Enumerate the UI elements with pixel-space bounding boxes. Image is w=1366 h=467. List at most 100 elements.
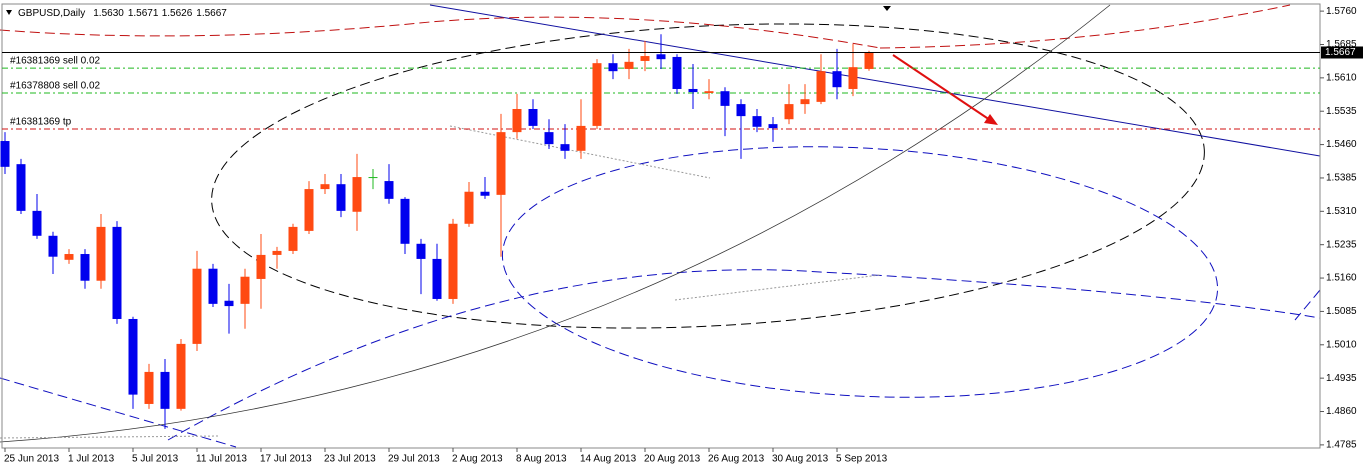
plot-frame [1, 3, 1321, 449]
candle-body [368, 177, 378, 179]
candle-body [384, 181, 394, 199]
candle-body [16, 164, 26, 211]
candle-body [64, 254, 74, 260]
x-tick-label: 2 Aug 2013 [452, 454, 503, 465]
candle-body [528, 108, 538, 126]
candle-body [336, 184, 346, 211]
candle-body [160, 371, 170, 409]
x-tick-label: 1 Jul 2013 [68, 454, 115, 465]
dotted-line [0, 435, 221, 439]
y-tick-label: 1.4860 [1326, 406, 1357, 417]
candle-body [96, 226, 106, 281]
order-label: #16378808 sell 0.02 [10, 81, 101, 92]
y-tick-label: 1.5685 [1326, 39, 1357, 50]
candle-body [352, 177, 362, 212]
line [1294, 289, 1321, 321]
candle-body [688, 88, 698, 93]
candle-body [304, 189, 314, 231]
candle-body [672, 56, 682, 89]
drawn-objects [0, 4, 1321, 448]
header: GBPUSD,Daily 1.5630 1.5671 1.5626 1.5667 [18, 8, 227, 19]
candle-body [592, 63, 602, 126]
candle-body [720, 91, 730, 106]
header-value: 1.5667 [196, 8, 227, 19]
arc [167, 269, 1321, 441]
candle-body [224, 300, 234, 307]
y-tick-label: 1.4785 [1326, 440, 1357, 451]
x-tick-label: 29 Jul 2013 [388, 454, 440, 465]
candle-body [512, 108, 522, 133]
candle-body [480, 191, 490, 196]
candle-body [432, 258, 442, 299]
y-tick-label: 1.5085 [1326, 306, 1357, 317]
current-price-box [1321, 46, 1363, 59]
x-tick-label: 17 Jul 2013 [260, 454, 312, 465]
y-tick-label: 1.5310 [1326, 206, 1357, 217]
order-label: #16381369 tp [10, 117, 72, 128]
dotted-line [674, 274, 881, 301]
candle-body [624, 61, 634, 69]
candle-body [256, 254, 266, 279]
arrow-head [984, 114, 998, 125]
x-tick-label: 26 Aug 2013 [708, 454, 765, 465]
candle-body [240, 276, 250, 304]
y-tick-label: 1.5610 [1326, 72, 1357, 83]
candle-body [464, 191, 474, 224]
candle-body [608, 63, 618, 72]
y-tick-label: 1.5760 [1326, 6, 1357, 17]
y-tick-label: 1.5010 [1326, 339, 1357, 350]
candle-body [832, 71, 842, 88]
x-tick-label: 5 Jul 2013 [132, 454, 179, 465]
candle-body [128, 318, 138, 395]
x-tick-label: 25 Jun 2013 [4, 454, 59, 465]
current-price-label: 1.5667 [1325, 47, 1356, 58]
candle-body [416, 243, 426, 259]
candle-body [48, 235, 58, 257]
header-arrow [6, 10, 12, 15]
candle-body [496, 132, 506, 195]
y-tick-label: 1.4935 [1326, 373, 1357, 384]
y-tick-label: 1.5160 [1326, 273, 1357, 284]
order-label: #16381369 sell 0.02 [10, 56, 101, 67]
ellipse [211, 23, 1205, 329]
candle-body [192, 268, 202, 344]
arrow [892, 54, 991, 121]
shift-marker [883, 6, 891, 11]
dotted-line [449, 125, 711, 179]
symbol: GBPUSD,Daily [18, 8, 85, 19]
candle-body [400, 198, 410, 244]
candle-body [208, 268, 218, 304]
candle-body [752, 116, 762, 127]
candle-body [816, 71, 826, 102]
candle-body [768, 124, 778, 129]
candle-body [640, 56, 650, 61]
candle-body [32, 210, 42, 236]
x-tick-label: 5 Sep 2013 [836, 454, 888, 465]
y-tick-label: 1.5385 [1326, 173, 1357, 184]
candle-body [80, 254, 90, 281]
candle-body [288, 226, 298, 251]
x-tick-label: 14 Aug 2013 [580, 454, 637, 465]
candle-body [176, 343, 186, 409]
candle-body [704, 91, 714, 93]
candle-body [272, 250, 282, 255]
x-tick-label: 11 Jul 2013 [196, 454, 247, 465]
candle-body [448, 223, 458, 299]
curve [0, 4, 1111, 443]
y-tick-label: 1.5535 [1326, 106, 1357, 117]
candle-body [848, 67, 858, 89]
candle-body [784, 104, 794, 120]
x-tick-label: 20 Aug 2013 [644, 454, 701, 465]
candle-body [576, 125, 586, 151]
candle-body [544, 132, 554, 145]
x-tick-label: 8 Aug 2013 [516, 454, 567, 465]
candle-body [320, 184, 330, 190]
y-tick-label: 1.5235 [1326, 239, 1357, 250]
candle-body [560, 144, 570, 151]
header-value: 1.5671 [128, 8, 159, 19]
ellipse [501, 146, 1219, 398]
trend-line [429, 4, 1321, 157]
